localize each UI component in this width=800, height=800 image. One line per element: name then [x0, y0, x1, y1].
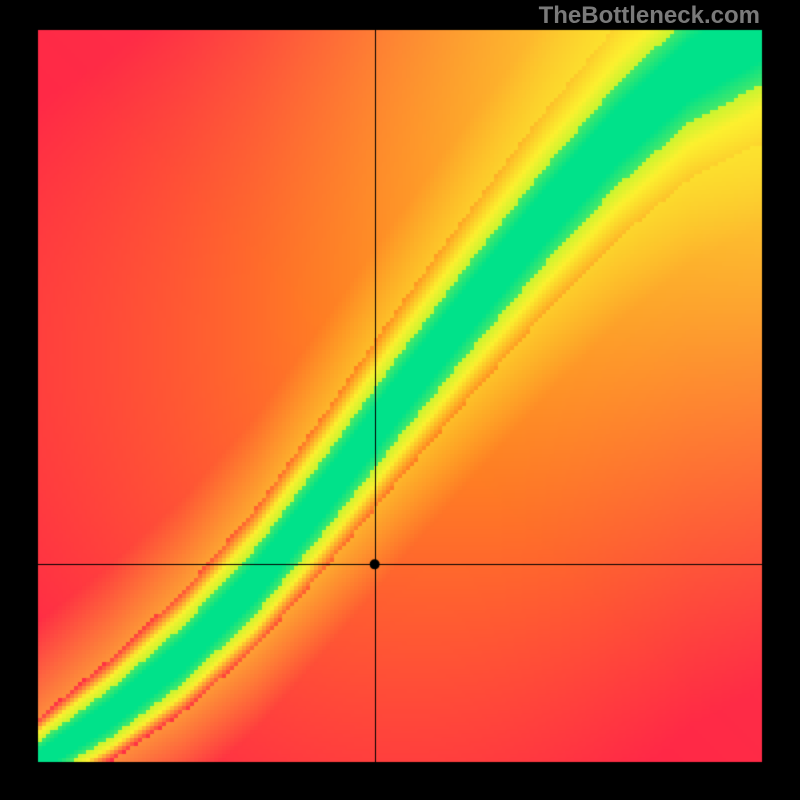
- watermark-text: TheBottleneck.com: [539, 2, 760, 30]
- bottleneck-heatmap-canvas: [0, 0, 800, 800]
- chart-container: TheBottleneck.com: [0, 0, 800, 800]
